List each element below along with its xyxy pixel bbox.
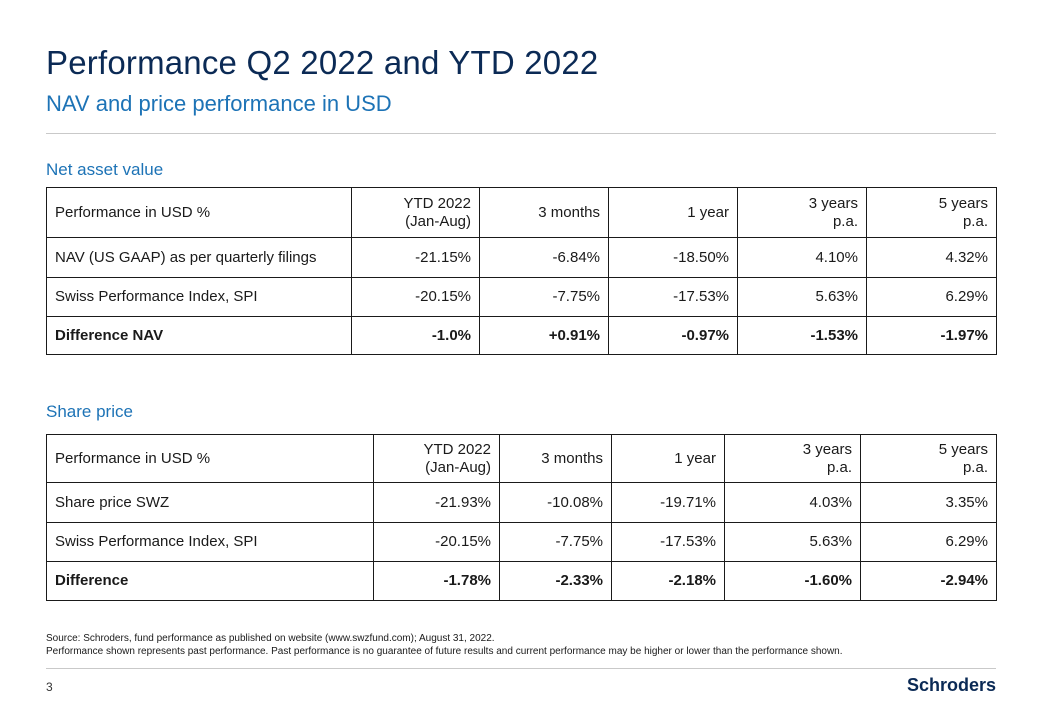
- share-section-label: Share price: [46, 402, 133, 421]
- table-cell: -17.53%: [608, 277, 738, 317]
- table-cell: -2.94%: [860, 561, 997, 601]
- table-cell: Difference: [46, 561, 374, 601]
- table-cell: -1.97%: [866, 316, 997, 355]
- table-cell: -7.75%: [499, 522, 612, 562]
- header-cell: Performance in USD %: [46, 434, 374, 483]
- header-cell: YTD 2022 (Jan-Aug): [373, 434, 500, 483]
- source-text: Source: Schroders, fund performance as p…: [46, 633, 495, 644]
- table-row: Swiss Performance Index, SPI -20.15% -7.…: [46, 277, 997, 317]
- table-cell: -7.75%: [479, 277, 609, 317]
- page-title: Performance Q2 2022 and YTD 2022: [46, 44, 599, 81]
- difference-row: Difference NAV -1.0% +0.91% -0.97% -1.53…: [46, 316, 997, 355]
- table-cell: 5.63%: [724, 522, 861, 562]
- table-cell: 3.35%: [860, 482, 997, 523]
- table-cell: +0.91%: [479, 316, 609, 355]
- table-cell: Difference NAV: [46, 316, 352, 355]
- table-cell: -20.15%: [351, 277, 480, 317]
- header-cell: 3 months: [499, 434, 612, 483]
- table-cell: Swiss Performance Index, SPI: [46, 522, 374, 562]
- table-cell: Share price SWZ: [46, 482, 374, 523]
- header-divider: [46, 133, 996, 134]
- header-cell: 5 years p.a.: [860, 434, 997, 483]
- table-cell: -6.84%: [479, 237, 609, 278]
- header-cell: 1 year: [608, 187, 738, 238]
- table-cell: -1.78%: [373, 561, 500, 601]
- table-cell: -2.33%: [499, 561, 612, 601]
- header-cell: 3 months: [479, 187, 609, 238]
- table-row: Share price SWZ -21.93% -10.08% -19.71% …: [46, 482, 997, 523]
- difference-row: Difference -1.78% -2.33% -2.18% -1.60% -…: [46, 561, 997, 601]
- source-note: Source: Schroders, fund performance as p…: [46, 632, 843, 658]
- table-cell: -21.15%: [351, 237, 480, 278]
- table-cell: 4.03%: [724, 482, 861, 523]
- table-row: Swiss Performance Index, SPI -20.15% -7.…: [46, 522, 997, 562]
- header-cell: Performance in USD %: [46, 187, 352, 238]
- header-cell: 3 years p.a.: [724, 434, 861, 483]
- table-cell: 4.32%: [866, 237, 997, 278]
- table-cell: -1.53%: [737, 316, 867, 355]
- disclaimer-text: Performance shown represents past perfor…: [46, 646, 843, 657]
- table-cell: 4.10%: [737, 237, 867, 278]
- table-cell: 6.29%: [860, 522, 997, 562]
- header-cell: 1 year: [611, 434, 725, 483]
- table-cell: -1.0%: [351, 316, 480, 355]
- table-row: NAV (US GAAP) as per quarterly filings -…: [46, 237, 997, 278]
- table-cell: NAV (US GAAP) as per quarterly filings: [46, 237, 352, 278]
- table-cell: -21.93%: [373, 482, 500, 523]
- header-cell: YTD 2022 (Jan-Aug): [351, 187, 480, 238]
- table-header-row: Performance in USD % YTD 2022 (Jan-Aug) 3…: [46, 434, 997, 483]
- nav-performance-table: Performance in USD % YTD 2022 (Jan-Aug) 3…: [46, 187, 997, 355]
- table-cell: -10.08%: [499, 482, 612, 523]
- nav-section-label: Net asset value: [46, 160, 164, 179]
- table-cell: -17.53%: [611, 522, 725, 562]
- table-cell: 6.29%: [866, 277, 997, 317]
- table-cell: -19.71%: [611, 482, 725, 523]
- table-cell: -0.97%: [608, 316, 738, 355]
- table-cell: 5.63%: [737, 277, 867, 317]
- table-cell: -20.15%: [373, 522, 500, 562]
- header-cell: 3 years p.a.: [737, 187, 867, 238]
- table-header-row: Performance in USD % YTD 2022 (Jan-Aug) 3…: [46, 187, 997, 238]
- table-cell: -18.50%: [608, 237, 738, 278]
- share-performance-table: Performance in USD % YTD 2022 (Jan-Aug) 3…: [46, 434, 997, 601]
- page-number: 3: [46, 680, 53, 694]
- page-subtitle: NAV and price performance in USD: [46, 91, 392, 116]
- schroders-logo: Schroders: [906, 675, 996, 695]
- table-cell: -1.60%: [724, 561, 861, 601]
- header-cell: 5 years p.a.: [866, 187, 997, 238]
- table-cell: -2.18%: [611, 561, 725, 601]
- table-cell: Swiss Performance Index, SPI: [46, 277, 352, 317]
- footer-divider: [46, 668, 996, 669]
